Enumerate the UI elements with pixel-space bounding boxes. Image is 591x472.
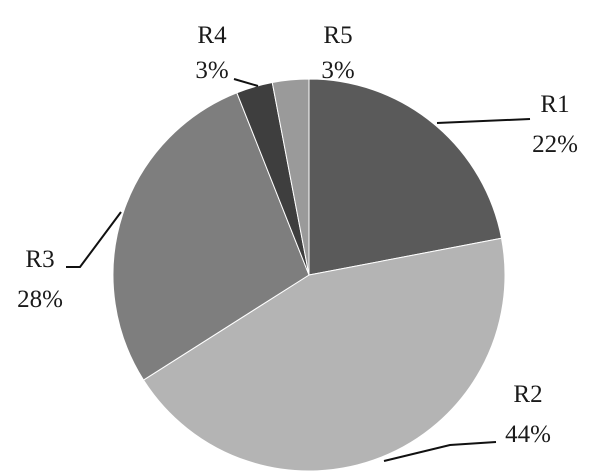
slice-percent-label-r2: 44%: [505, 421, 551, 448]
slice-name-label-r5: R5: [323, 22, 352, 49]
slice-name-label-r1: R1: [540, 91, 569, 118]
leader-line-r2: [383, 441, 497, 462]
slice-labels: R1 22% R2 44% R3 28% R4 3% R5 3%: [17, 22, 578, 448]
pie-slice-r5: [271, 78, 310, 276]
pie-slice-r3: [112, 92, 310, 381]
leader-line-r4: [233, 78, 259, 87]
leader-line-r1: [436, 118, 531, 124]
slice-percent-label-r5: 3%: [321, 57, 354, 84]
pie-slice-r2: [142, 237, 506, 472]
slice-percent-label-r1: 22%: [532, 131, 578, 158]
slice-name-label-r4: R4: [197, 22, 227, 49]
slice-percent-label-r3: 28%: [17, 286, 63, 313]
leader-line-r3: [66, 211, 122, 268]
slice-percent-label-r4: 3%: [195, 57, 228, 84]
slice-name-label-r2: R2: [513, 381, 542, 408]
pie-slice-r1: [308, 78, 503, 276]
leader-lines: [66, 78, 531, 462]
slice-name-label-r3: R3: [25, 246, 54, 273]
pie-slices: [112, 78, 506, 472]
